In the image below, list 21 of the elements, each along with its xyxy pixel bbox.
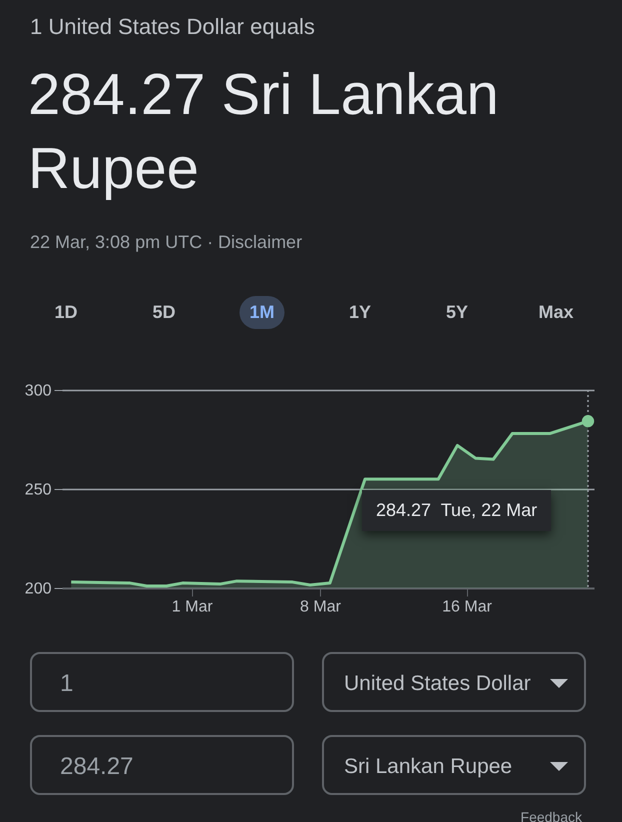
chart-title: 284.27 Sri Lankan Rupee [28,61,500,203]
text: 5Y [444,301,470,324]
text: Feedback [520,809,582,822]
text: United States Dollar [343,671,532,696]
y-tick-label: 250 [24,482,52,498]
chart-subtitle: 1 United States Dollar equals [30,14,315,40]
text: 1 [59,669,74,698]
x-tick-label: 8 Mar [300,598,342,616]
y-tick-label: 300 [24,382,52,400]
text: 22 Mar, 3:08 pm UTC · Disclaimer [30,232,302,253]
text: Sri Lankan Rupee [343,754,514,779]
x-tick-label: 1 Mar [172,598,214,616]
text: 1D [54,301,78,324]
text: 284.27 [59,752,134,781]
text: Max [538,301,574,324]
annotation: 284.27 Tue, 22 Mar [362,490,552,531]
text: 1M [239,296,285,329]
y-tick-label: 200 [24,580,52,598]
x-tick-label: 16 Mar [442,598,493,616]
text: 1Y [348,301,372,324]
text: 5D [152,301,176,324]
